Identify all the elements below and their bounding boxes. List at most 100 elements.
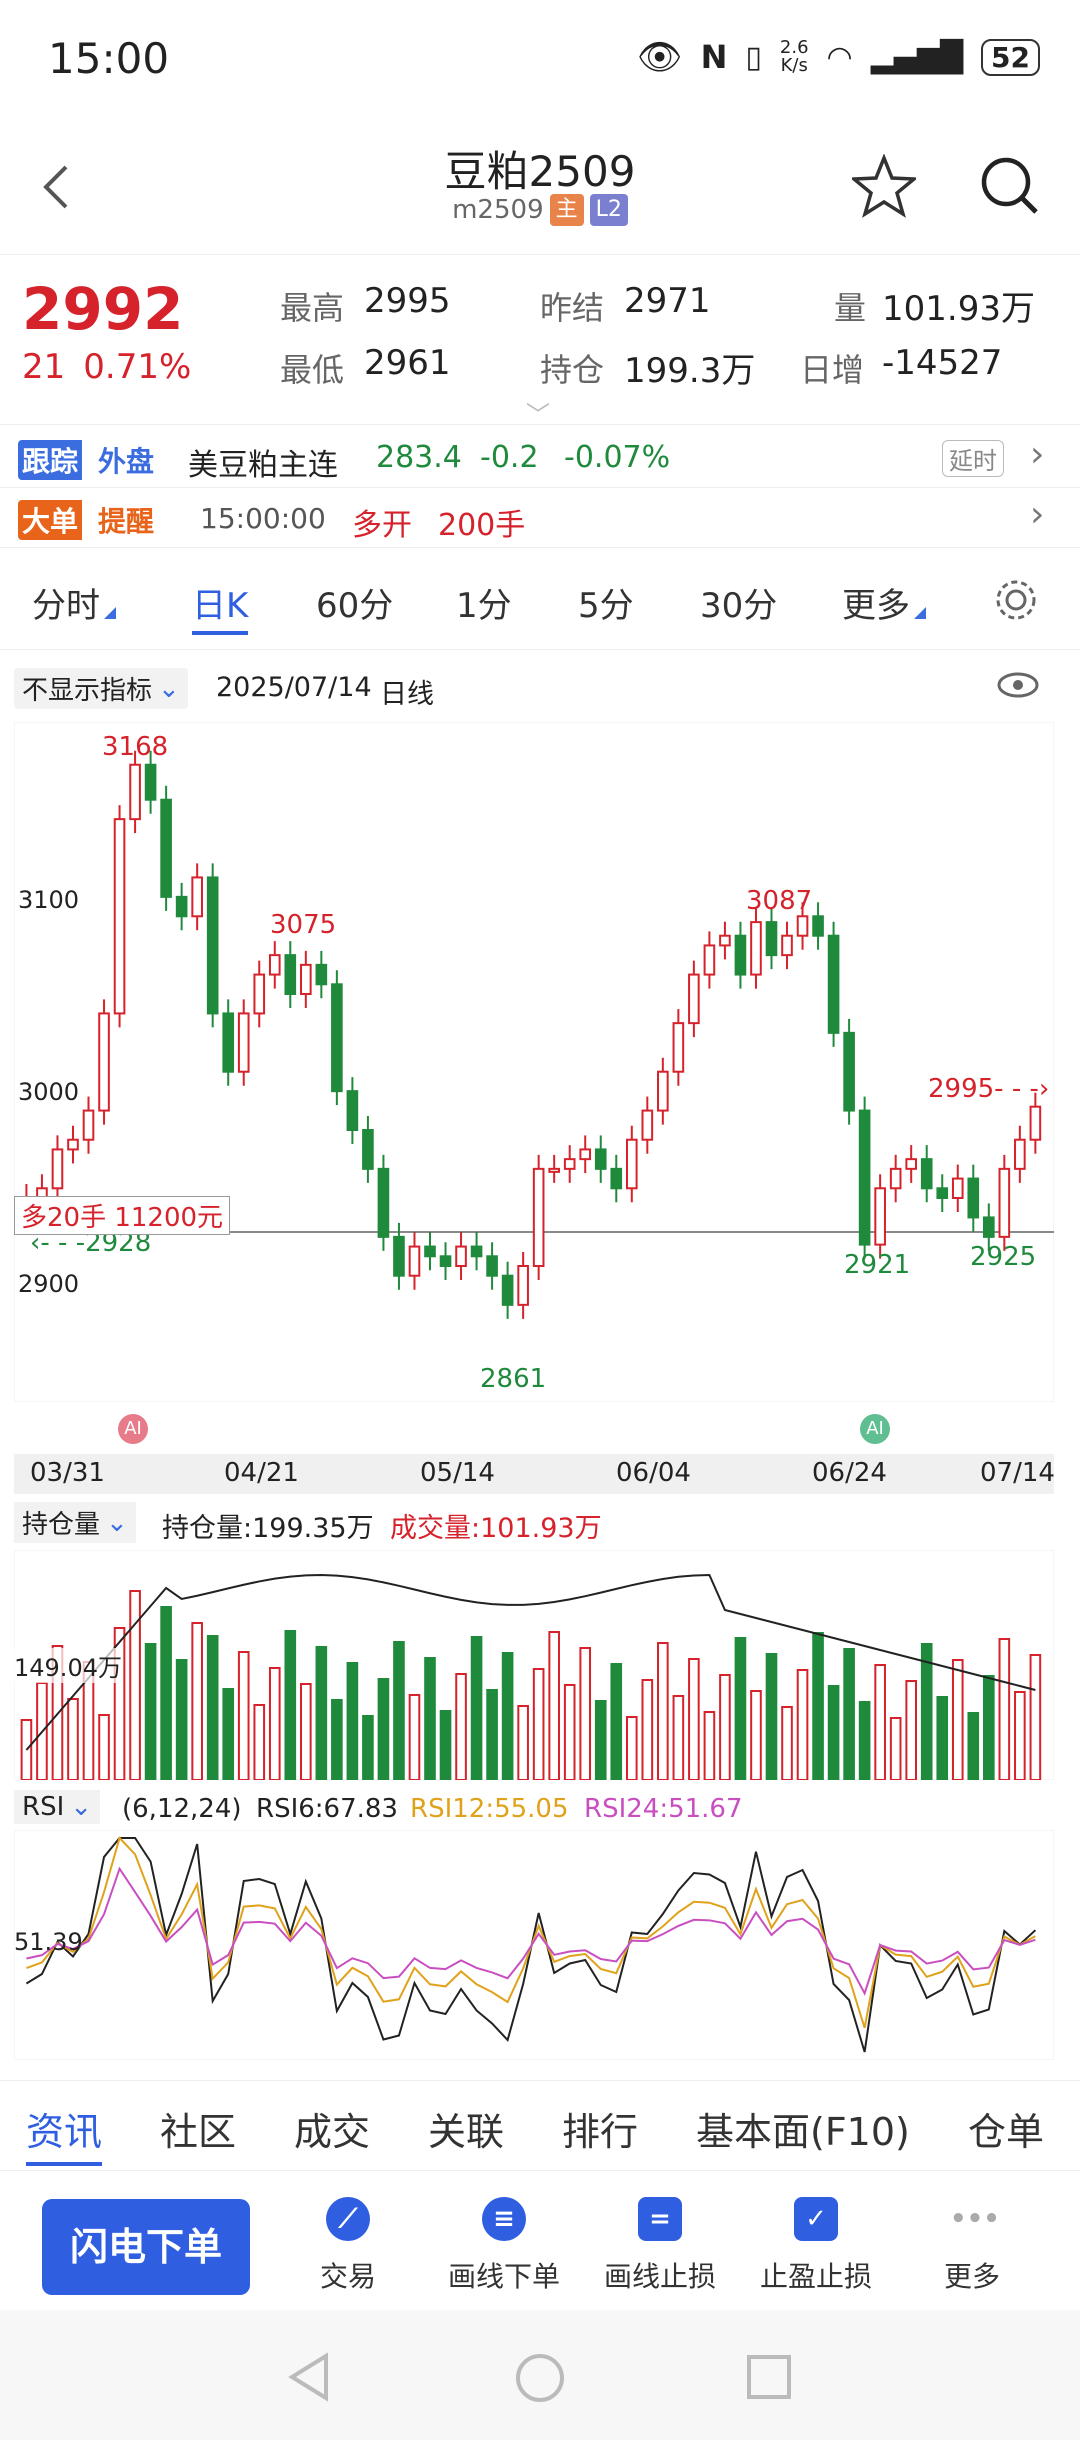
candle — [144, 763, 157, 801]
tab-warehouse[interactable]: 仓单 — [968, 2110, 1045, 2154]
tab-daily[interactable]: 日K — [192, 578, 249, 635]
tab-community[interactable]: 社区 — [160, 2110, 237, 2154]
candle — [268, 954, 281, 976]
volume-indicator-select[interactable]: 持仓量 ⌄ — [14, 1502, 136, 1543]
tab-30min[interactable]: 30分 — [700, 586, 778, 626]
candle — [424, 1245, 436, 1258]
indicator-select[interactable]: 不显示指标 ⌄ — [14, 668, 188, 709]
trade-button[interactable]: ⟋ 交易 — [268, 2197, 428, 2295]
candle — [1014, 1138, 1026, 1170]
candle — [936, 1187, 949, 1199]
foreign-change: -0.2 — [480, 440, 539, 475]
draw-stoploss-button[interactable]: = 画线止损 — [580, 2197, 740, 2295]
volume-bar — [781, 1706, 793, 1780]
volume-bar — [393, 1641, 405, 1780]
chart-period: 日线 — [380, 679, 434, 710]
nav-recents-icon[interactable] — [746, 2354, 792, 2400]
candle — [98, 1012, 110, 1112]
candle — [951, 1177, 964, 1200]
vibrate-icon: ▯ — [745, 39, 762, 75]
eye-toggle-icon[interactable] — [996, 670, 1040, 700]
ai-marker-1[interactable]: AI — [118, 1414, 148, 1444]
annotation-low-2925: 2925 — [970, 1242, 1037, 1272]
candle — [641, 1109, 654, 1141]
candle — [439, 1255, 452, 1267]
search-icon[interactable] — [978, 154, 1042, 218]
volume-bar — [719, 1674, 731, 1780]
bigorder-time: 15:00:00 — [200, 502, 326, 535]
l2-badge: L2 — [589, 194, 628, 226]
candle — [967, 1177, 980, 1219]
tab-ranking[interactable]: 排行 — [562, 2110, 639, 2154]
nav-back-icon[interactable] — [286, 2352, 330, 2402]
tp-sl-button[interactable]: ✓ 止盈止损 — [736, 2197, 896, 2295]
candle — [470, 1245, 483, 1258]
volume-bar — [268, 1667, 281, 1780]
net-speed: 2.6 K/s — [779, 37, 809, 76]
star-icon[interactable] — [852, 154, 916, 218]
candle — [300, 963, 312, 996]
candle — [315, 963, 328, 986]
price-change: 21 — [22, 347, 66, 387]
tab-5min[interactable]: 5分 — [578, 586, 634, 626]
volume-bar — [874, 1664, 886, 1780]
nav-home-icon[interactable] — [514, 2352, 566, 2404]
annotation-high-3075: 3075 — [270, 910, 337, 940]
volume-bar — [610, 1663, 623, 1780]
volume-chart[interactable] — [14, 1550, 1054, 1780]
tab-intraday[interactable]: 分时 — [32, 578, 116, 627]
tab-trades[interactable]: 成交 — [294, 2110, 371, 2154]
volume-bar — [998, 1638, 1011, 1780]
back-icon[interactable] — [38, 162, 74, 212]
candle — [517, 1265, 529, 1306]
tab-1min[interactable]: 1分 — [456, 586, 512, 626]
volume-bar — [1014, 1691, 1026, 1780]
big-order-strip[interactable]: 大单 提醒 15:00:00 多开 200手 › — [0, 488, 1080, 548]
tab-more[interactable]: 更多 — [842, 578, 926, 627]
flash-order-button[interactable]: 闪电下单 — [42, 2199, 250, 2295]
candle — [548, 1167, 560, 1173]
position-label[interactable]: 多20手 11200元 — [14, 1196, 231, 1235]
volume-bar — [191, 1622, 203, 1780]
x-axis: 03/31 04/21 05/14 06/04 06/24 07/14 — [14, 1454, 1055, 1494]
high-label: 最高 — [280, 289, 345, 327]
bigorder-qty: 200手 — [438, 508, 526, 543]
annotation-high-3087: 3087 — [746, 886, 813, 916]
foreign-market-strip[interactable]: 跟踪 外盘 美豆粕主连 283.4 -0.2 -0.07% 延时 › — [0, 428, 1080, 488]
eye-icon: 👁 — [636, 37, 683, 78]
candle — [51, 1148, 64, 1190]
settings-gear-icon[interactable] — [994, 578, 1038, 622]
x-tick: 07/14 — [980, 1458, 1055, 1488]
page-title: 豆粕2509 — [444, 147, 636, 196]
volume-bar — [688, 1658, 700, 1780]
volume-bar — [734, 1637, 747, 1780]
action-bar: 闪电下单 ⟋ 交易 ≡ 画线下单 = 画线止损 ✓ 止盈止损 ••• 更多 — [0, 2170, 1080, 2310]
oi-text: 持仓量:199.35万 — [162, 1513, 374, 1544]
page-header: 豆粕2509 m2509 主 L2 — [0, 120, 1080, 255]
tab-related[interactable]: 关联 — [428, 2110, 505, 2154]
ai-marker-2[interactable]: AI — [860, 1414, 890, 1444]
tab-60min[interactable]: 60分 — [316, 586, 394, 626]
rsi12-value: RSI12:55.05 — [410, 1794, 569, 1824]
rsi-params: (6,12,24) — [122, 1794, 242, 1824]
volume-bar — [1029, 1654, 1042, 1780]
candlestick-chart[interactable] — [14, 722, 1054, 1402]
volume-bar — [982, 1675, 995, 1780]
volume-bar — [160, 1606, 172, 1780]
candle — [486, 1255, 498, 1277]
volume-bar — [362, 1715, 374, 1780]
rsi-axis-label: 51.39 — [14, 1928, 83, 1956]
tab-fundamentals[interactable]: 基本面(F10) — [696, 2110, 910, 2154]
expand-chevron-icon[interactable]: ﹀ — [526, 401, 550, 429]
more-button[interactable]: ••• 更多 — [892, 2197, 1052, 2295]
draw-order-button[interactable]: ≡ 画线下单 — [424, 2197, 584, 2295]
volume-bar — [843, 1648, 855, 1780]
rsi-select[interactable]: RSI ⌄ — [14, 1790, 101, 1824]
system-nav-bar — [0, 2310, 1080, 2440]
volume-bar — [672, 1695, 685, 1780]
volume-bar — [750, 1690, 762, 1780]
x-tick: 03/31 — [30, 1458, 105, 1488]
tab-news[interactable]: 资讯 — [26, 2101, 103, 2166]
volume-bar — [827, 1685, 840, 1780]
rsi-chart[interactable] — [14, 1830, 1054, 2060]
